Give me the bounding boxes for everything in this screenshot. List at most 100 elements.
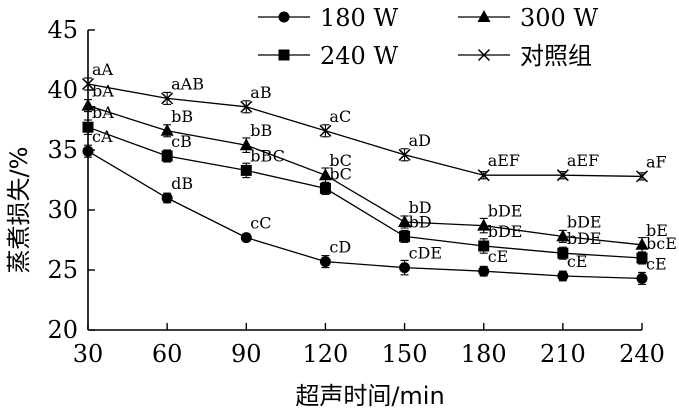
legend-item: 300 W [458,4,598,32]
point-annotation: bD [409,212,432,231]
point-annotation: bD [409,198,432,217]
x-tick-label: 150 [382,340,428,368]
data-point [240,164,252,176]
data-point [478,265,490,277]
x-tick-label: 90 [231,340,262,368]
point-annotation: cB [171,132,192,151]
point-annotation: cC [250,214,271,233]
point-annotation: bDE [488,222,523,241]
point-annotation: bDE [567,212,602,231]
data-point [82,145,94,157]
data-point [318,168,332,181]
legend-marker [477,48,491,62]
legend-item: 对照组 [458,42,592,70]
point-annotation: bBC [250,146,285,165]
point-annotation: aD [409,131,431,150]
data-point [636,272,648,284]
point-annotation: cA [92,127,113,146]
point-annotation: bDE [567,229,602,248]
legend-marker [278,49,290,61]
point-annotation: bE [646,221,668,240]
series-circle: cA dB cC cD cDE cE cE cE [82,127,667,285]
point-annotation: aF [646,152,667,171]
point-annotation: aB [250,83,271,102]
data-point [477,169,490,182]
data-point [398,148,411,161]
x-axis-title: 超声时间/min [295,382,444,410]
data-point [635,170,649,183]
point-annotation: bC [329,164,351,183]
point-annotation: aEF [488,151,520,170]
data-point [161,150,173,162]
data-point [398,215,412,227]
data-point [161,92,174,105]
point-annotation: bA [92,103,114,122]
point-annotation: aA [92,60,114,79]
series-line [87,83,643,178]
x-tick-label: 180 [461,340,507,368]
y-tick-label: 30 [47,196,78,224]
data-point [635,237,649,250]
series-line [87,150,643,280]
data-point [81,98,95,111]
y-axis-title: 蒸煮损失/% [5,147,33,274]
legend-marker [278,11,290,23]
legend-label: 180 W [320,4,398,32]
series-line [87,104,643,246]
x-ticks: 30 60 90 120 150 180 210 240 [73,323,665,368]
legend-item: 240 W [258,42,398,70]
x-tick-label: 30 [73,340,104,368]
point-annotation: cDE [409,244,442,263]
data-point [636,252,648,264]
data-point [399,230,411,242]
data-point [160,123,174,136]
series-x: aA aAB aB aC aD aEF aEF aF [81,60,667,183]
point-annotation: aEF [567,151,599,170]
data-point [319,182,331,194]
point-annotation: bDE [488,202,523,221]
y-tick-label: 40 [47,76,78,104]
point-annotation: bB [171,107,193,126]
data-point [319,256,331,268]
y-tick-label: 35 [47,136,78,164]
legend-item: 180 W [258,4,398,32]
point-annotation: bC [329,151,351,170]
x-tick-label: 210 [540,340,586,368]
data-point [557,247,569,259]
data-point [82,121,94,133]
data-point [556,229,570,242]
point-annotation: cD [329,238,351,257]
data-point [556,169,569,182]
point-annotation: aAB [171,74,204,93]
data-point [478,240,490,252]
point-annotation: cE [646,254,667,273]
legend-label: 300 W [520,4,598,32]
data-point [161,192,173,204]
data-point [399,262,411,274]
data-point [477,218,491,231]
legend-label: 240 W [320,42,398,70]
legend-label: 对照组 [520,42,592,70]
legend-marker [477,10,491,22]
x-tick-label: 240 [619,340,665,368]
data-point [557,270,569,282]
series-line [87,126,643,259]
legend: 180 W 300 W 240 W 对照组 [258,4,598,70]
point-annotation: bA [92,82,114,101]
point-annotation: aC [329,107,351,126]
data-point [319,124,332,137]
y-ticks: 20 25 30 35 40 45 [47,16,95,344]
data-point [240,100,253,113]
point-annotation: cE [567,252,588,271]
y-tick-label: 45 [47,16,78,44]
y-tick-label: 25 [47,256,78,284]
data-point [81,77,95,91]
x-tick-label: 60 [152,340,183,368]
x-tick-label: 120 [303,340,349,368]
point-annotation: dB [171,174,193,193]
point-annotation: cE [488,247,509,266]
